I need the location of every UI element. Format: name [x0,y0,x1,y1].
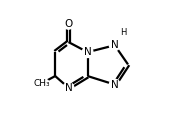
Ellipse shape [120,28,128,37]
Ellipse shape [63,82,74,93]
Text: CH₃: CH₃ [33,79,50,88]
Ellipse shape [82,47,93,57]
Text: H: H [121,28,127,37]
Text: O: O [64,19,73,29]
Ellipse shape [109,40,120,51]
Text: N: N [111,40,119,50]
Text: N: N [65,83,72,93]
Text: N: N [111,80,119,90]
Ellipse shape [33,78,49,89]
Ellipse shape [63,19,74,29]
Ellipse shape [109,79,120,90]
Text: N: N [84,47,92,57]
